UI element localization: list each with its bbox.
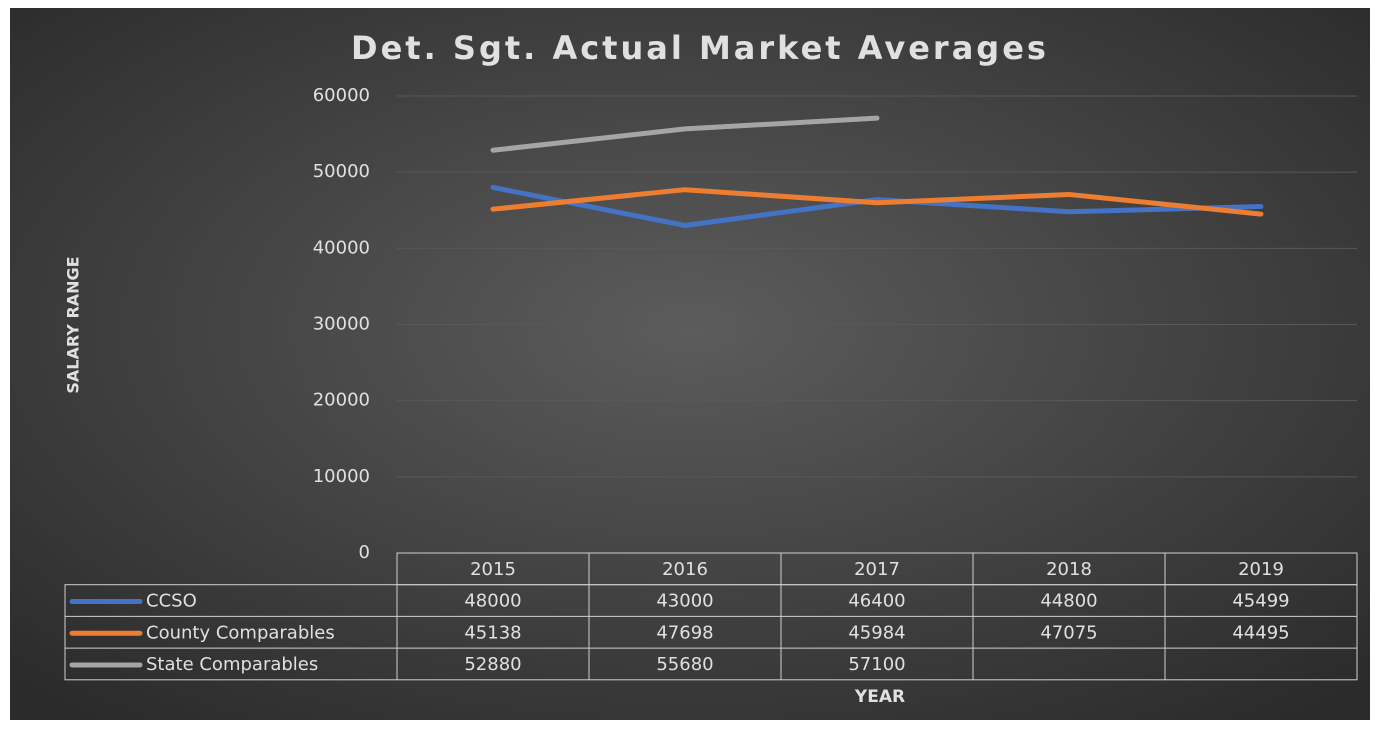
data-label: 45138 (464, 622, 521, 643)
series-line (490, 187, 1264, 217)
legend-label: State Comparables (146, 654, 318, 675)
data-label: 45984 (848, 622, 905, 643)
y-axis-title: SALARY RANGE (64, 256, 83, 393)
data-label: 52880 (464, 654, 521, 675)
data-label: 57100 (848, 654, 905, 675)
legend-label: County Comparables (146, 622, 335, 643)
chart-background (10, 8, 1370, 720)
y-tick-label: 50000 (313, 161, 370, 182)
data-label: 47698 (656, 622, 713, 643)
data-label: 55680 (656, 654, 713, 675)
x-tick-label: 2019 (1238, 559, 1284, 580)
series-line (490, 184, 1264, 228)
data-label: 45499 (1232, 591, 1289, 612)
y-tick-label: 0 (359, 542, 370, 563)
x-tick-label: 2017 (854, 559, 900, 580)
data-label: 44800 (1040, 591, 1097, 612)
data-label: 48000 (464, 591, 521, 612)
y-tick-label: 20000 (313, 390, 370, 411)
y-tick-label: 40000 (313, 237, 370, 258)
y-tick-label: 10000 (313, 466, 370, 487)
x-tick-label: 2018 (1046, 559, 1092, 580)
data-label: 47075 (1040, 622, 1097, 643)
x-tick-label: 2015 (470, 559, 516, 580)
y-tick-label: 30000 (313, 314, 370, 335)
data-label: 44495 (1232, 622, 1289, 643)
data-label: 43000 (656, 591, 713, 612)
x-axis-title: YEAR (854, 687, 905, 707)
data-label: 46400 (848, 591, 905, 612)
chart-title: Det. Sgt. Actual Market Averages (351, 29, 1049, 67)
y-tick-label: 60000 (313, 85, 370, 106)
series-line (490, 115, 880, 153)
x-tick-label: 2016 (662, 559, 708, 580)
legend-label: CCSO (146, 591, 197, 612)
